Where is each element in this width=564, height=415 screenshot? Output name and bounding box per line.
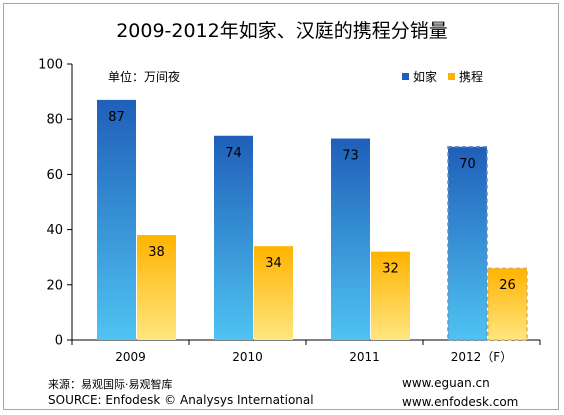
source-en: SOURCE: Enfodesk © Analysys Internationa… (48, 393, 314, 407)
bar-ctrip-2 (371, 251, 410, 340)
x-tick-label: 2010 (232, 350, 263, 364)
legend-label-rujia: 如家 (413, 70, 438, 84)
chart-axes: 0 20 40 60 80 100 2009 2010 2011 2012（F） (38, 58, 541, 364)
url-eguan: www.eguan.cn (402, 376, 490, 390)
x-tick-label: 2011 (349, 350, 380, 364)
y-tick-label: 80 (46, 113, 63, 128)
bar-rujia-3 (447, 146, 488, 341)
x-tick-label: 2012（F） (451, 350, 512, 364)
y-tick-label: 0 (55, 334, 63, 349)
bar-label-rujia-2: 73 (342, 149, 359, 164)
bar-label-ctrip-1: 34 (265, 256, 282, 271)
legend-item-rujia: 如家 (402, 68, 437, 85)
legend-item-ctrip: 携程 (448, 68, 483, 85)
bar-rujia-2 (331, 138, 370, 340)
chart-title: 2009-2012年如家、汉庭的携程分销量 (116, 20, 448, 42)
bar-ctrip-1 (254, 246, 293, 340)
bar-label-rujia-3: 70 (459, 157, 476, 172)
url-enfodesk: www.enfodesk.com (402, 395, 519, 409)
bar-label-rujia-1: 74 (225, 146, 242, 161)
x-tick-label: 2009 (115, 350, 146, 364)
y-tick-label: 100 (38, 58, 63, 73)
legend-swatch-rujia (402, 73, 409, 80)
bar-ctrip-3 (487, 267, 528, 341)
chart-bars (97, 99, 528, 341)
bar-rujia-0 (97, 99, 136, 340)
bar-ctrip-0 (137, 235, 176, 340)
y-tick-label: 60 (46, 168, 63, 183)
y-tick-label: 20 (46, 278, 63, 293)
legend-swatch-ctrip (448, 73, 455, 80)
bar-rujia-1 (214, 135, 253, 340)
bar-label-ctrip-0: 38 (148, 245, 165, 260)
unit-label: 单位：万间夜 (108, 70, 181, 84)
bar-label-ctrip-3: 26 (499, 278, 516, 293)
chart-labels: 87 38 74 34 73 32 70 26 (108, 110, 516, 293)
source-cn: 来源：易观国际·易观智库 (48, 378, 173, 391)
bar-label-ctrip-2: 32 (382, 262, 399, 277)
legend-label-ctrip: 携程 (459, 70, 484, 84)
y-tick-label: 40 (46, 223, 63, 238)
bar-label-rujia-0: 87 (108, 110, 125, 125)
